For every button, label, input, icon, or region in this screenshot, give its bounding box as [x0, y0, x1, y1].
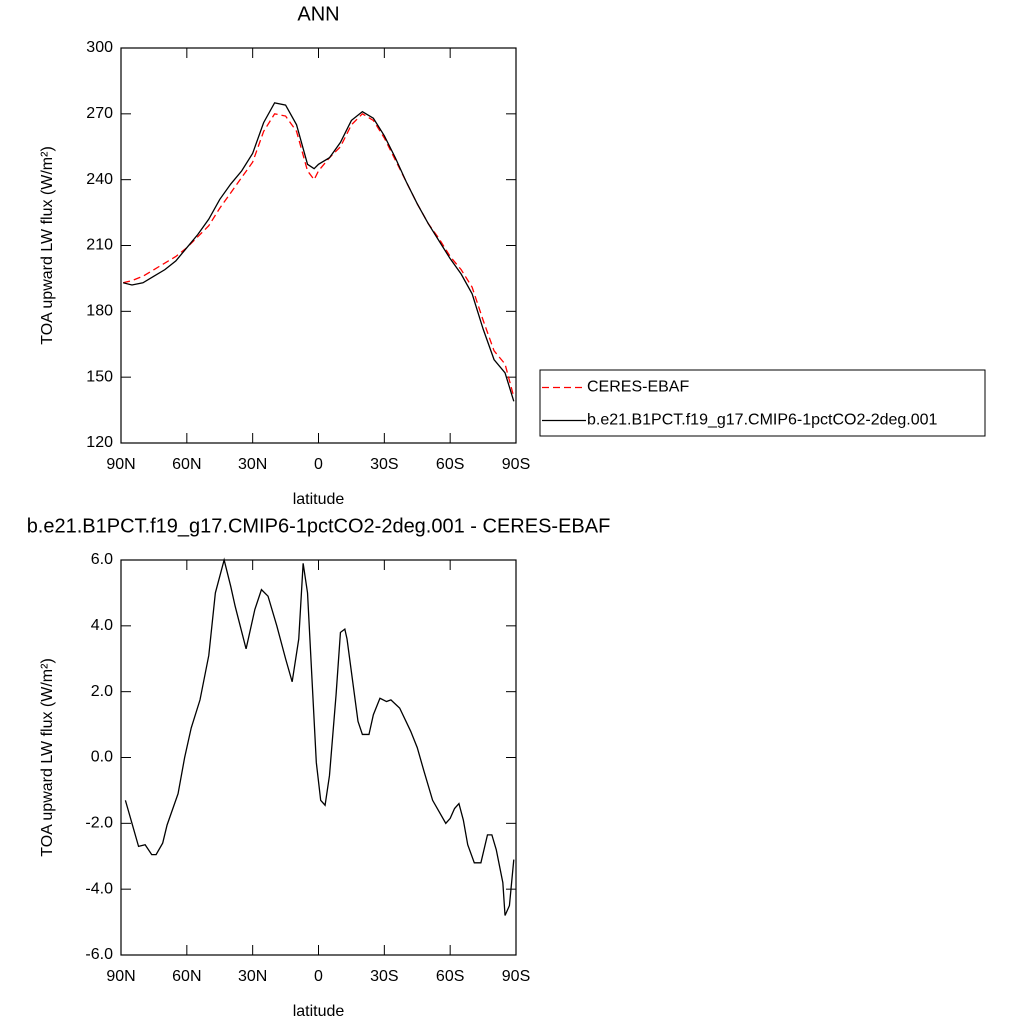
x-tick-label: 60N	[172, 456, 201, 473]
y-tick-label: 6.0	[91, 551, 113, 568]
x-tick-label: 90S	[502, 968, 530, 985]
x-axis-label: latitude	[293, 1003, 345, 1020]
data-line	[123, 102, 515, 402]
y-tick-label: -6.0	[85, 946, 113, 963]
x-tick-label: 60S	[436, 456, 464, 473]
chart-title: b.e21.B1PCT.f19_g17.CMIP6-1pctCO2-2deg.0…	[27, 515, 611, 537]
y-tick-label: 210	[86, 237, 113, 254]
y-tick-label: 300	[86, 39, 113, 56]
y-axis-label: TOA upward LW flux (W/m²)	[39, 658, 56, 857]
y-axis-label: TOA upward LW flux (W/m²)	[39, 146, 56, 345]
x-tick-label: 0	[314, 968, 323, 985]
data-line	[123, 113, 515, 398]
x-axis-label: latitude	[293, 491, 345, 508]
x-tick-label: 30N	[238, 456, 267, 473]
x-tick-label: 90N	[106, 968, 135, 985]
y-tick-label: 120	[86, 434, 113, 451]
x-tick-label: 30S	[370, 968, 398, 985]
y-tick-label: 150	[86, 368, 113, 385]
x-tick-label: 30S	[370, 456, 398, 473]
plot-frame	[120, 47, 517, 444]
chart-title: ANN	[297, 3, 339, 25]
legend-label: b.e21.B1PCT.f19_g17.CMIP6-1pctCO2-2deg.0…	[587, 412, 938, 429]
plot-frame	[120, 559, 517, 956]
x-tick-label: 60S	[436, 968, 464, 985]
y-tick-label: 180	[86, 303, 113, 320]
legend-label: CERES-EBAF	[587, 379, 689, 396]
x-tick-label: 90N	[106, 456, 135, 473]
y-tick-label: -2.0	[85, 815, 113, 832]
y-tick-label: 240	[86, 171, 113, 188]
x-tick-label: 60N	[172, 968, 201, 985]
legend-box	[539, 369, 986, 437]
x-tick-label: 30N	[238, 968, 267, 985]
x-tick-label: 0	[314, 456, 323, 473]
y-tick-label: 4.0	[91, 617, 113, 634]
y-tick-label: 0.0	[91, 749, 113, 766]
legend: CERES-EBAF b.e21.B1PCT.f19_g17.CMIP6-1pct…	[539, 369, 986, 437]
y-tick-label: -4.0	[85, 880, 113, 897]
x-tick-label: 90S	[502, 456, 530, 473]
y-tick-label: 2.0	[91, 683, 113, 700]
y-tick-label: 270	[86, 105, 113, 122]
data-line	[124, 557, 515, 916]
